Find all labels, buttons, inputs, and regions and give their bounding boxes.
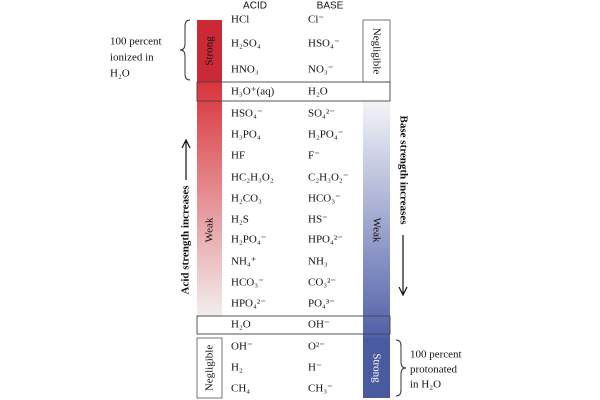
base: H₂O xyxy=(308,86,328,98)
left-weak: Weak xyxy=(204,217,216,242)
acid: H₂PO₄⁻ xyxy=(231,234,267,246)
acid: H₃PO₄ xyxy=(231,129,261,141)
acid: H₂ xyxy=(231,362,243,374)
acid: HNO₃ xyxy=(231,64,259,76)
acid: HSO₄⁻ xyxy=(231,108,263,120)
left-negligible: Negligible xyxy=(204,345,216,392)
acid: H₃O⁺(aq) xyxy=(231,86,275,98)
base: C₂H₃O₂⁻ xyxy=(308,172,349,184)
base: HPO₄²⁻ xyxy=(308,234,343,246)
base: H₂PO₄⁻ xyxy=(308,129,344,141)
right-negligible: Negligible xyxy=(370,28,382,75)
base: NO₃⁻ xyxy=(308,64,334,76)
brace xyxy=(395,339,407,397)
acid: OH⁻ xyxy=(231,341,253,353)
brace xyxy=(179,19,191,81)
acid: HCO₃⁻ xyxy=(231,277,264,289)
base: SO₄²⁻ xyxy=(308,108,335,120)
acid: H₂O xyxy=(231,319,251,331)
protonated-note: 100 percent xyxy=(410,349,462,361)
acid: HC₂H₃O₂ xyxy=(231,172,274,184)
hydronium-row-box xyxy=(196,81,391,102)
base: H⁻ xyxy=(308,362,322,374)
base: NH₃ xyxy=(308,256,328,268)
acid: H₂SO₄ xyxy=(231,38,261,50)
protonated-note: in H₂O xyxy=(410,379,441,391)
left-bar xyxy=(196,20,223,399)
acid: H₂S xyxy=(231,214,249,226)
right-bar xyxy=(362,19,391,398)
base: HSO₄⁻ xyxy=(308,38,340,50)
base: HS⁻ xyxy=(308,214,328,226)
ionized-note: H₂O xyxy=(110,68,130,80)
base: O²⁻ xyxy=(308,341,325,353)
ionized-note: 100 percent xyxy=(110,36,162,48)
acid: CH₄ xyxy=(231,383,250,395)
base: CH₃⁻ xyxy=(308,383,333,395)
acid: HF xyxy=(231,150,245,162)
right-weak: Weak xyxy=(370,218,382,243)
arrow xyxy=(398,235,408,297)
acid-header: ACID xyxy=(243,1,267,12)
protonated-note: protonated xyxy=(410,364,458,376)
arrow xyxy=(181,138,191,180)
water-row-box xyxy=(196,315,391,335)
acid: HPO₄²⁻ xyxy=(231,298,266,310)
acid: HCl xyxy=(231,14,249,26)
base-trend: Base strength increases xyxy=(397,116,409,226)
base: Cl⁻ xyxy=(308,14,324,26)
ionized-note: ionized in xyxy=(110,52,154,64)
left-strong: Strong xyxy=(204,36,216,66)
base: F⁻ xyxy=(308,150,320,162)
acid: H₂CO₃ xyxy=(231,193,262,205)
base: HCO₃⁻ xyxy=(308,193,341,205)
base-header: BASE xyxy=(317,1,344,12)
acid-trend: Acid strength increases xyxy=(180,185,192,295)
acid: NH₄⁺ xyxy=(231,256,257,268)
base: PO₄³⁻ xyxy=(308,298,335,310)
right-strong: Strong xyxy=(370,353,382,383)
base: CO₃²⁻ xyxy=(308,277,336,289)
base: OH⁻ xyxy=(308,319,330,331)
